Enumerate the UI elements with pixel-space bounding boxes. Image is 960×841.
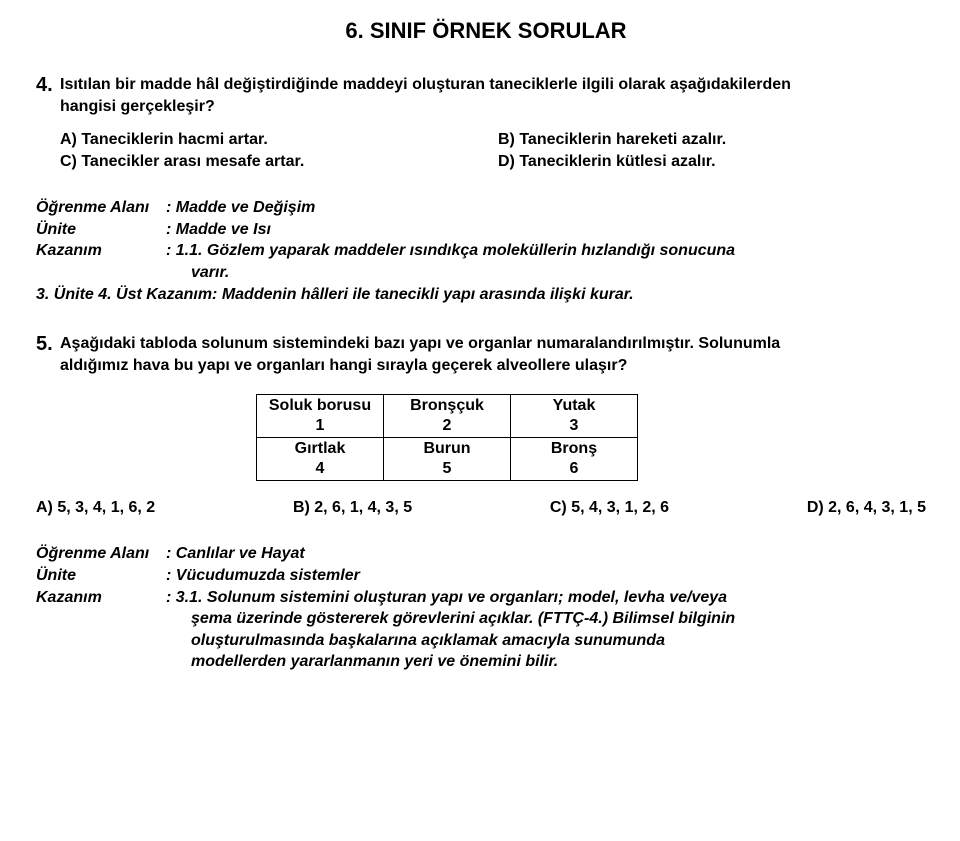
- meta1-alani-label: Öğrenme Alanı: [36, 197, 166, 219]
- q4-options: A) Taneciklerin hacmi artar. B) Tanecikl…: [60, 131, 936, 171]
- cell-num: 1: [316, 417, 325, 434]
- table-cell: Soluk borusu 1: [257, 395, 384, 438]
- q5-option-c: C) 5, 4, 3, 1, 2, 6: [550, 499, 669, 517]
- meta2-kazanim-l1: : 3.1. Solunum sistemini oluşturan yapı …: [166, 587, 727, 609]
- q5-text-line2: aldığımız hava bu yapı ve organları hang…: [60, 357, 627, 374]
- q4-text-line2: hangisi gerçekleşir?: [60, 98, 215, 115]
- meta-block-2: Öğrenme Alanı : Canlılar ve Hayat Ünite …: [36, 543, 936, 673]
- table-cell: Yutak 3: [511, 395, 638, 438]
- question-5: 5. Aşağıdaki tabloda solunum sistemindek…: [36, 333, 936, 517]
- table-cell: Burun 5: [384, 438, 511, 481]
- meta2-kazanim-l4: modellerden yararlanmanın yeri ve önemin…: [36, 651, 936, 673]
- page-title: 6. SINIF ÖRNEK SORULAR: [36, 18, 936, 44]
- table-cell: Gırtlak 4: [257, 438, 384, 481]
- meta1-unite-val: : Madde ve Isı: [166, 219, 271, 241]
- q4-text-line1: Isıtılan bir madde hâl değiştirdiğinde m…: [60, 76, 791, 93]
- cell-num: 6: [570, 460, 579, 477]
- meta2-alani-val: : Canlılar ve Hayat: [166, 543, 305, 565]
- q5-number: 5.: [36, 333, 60, 356]
- cell-num: 3: [570, 417, 579, 434]
- meta2-alani-label: Öğrenme Alanı: [36, 543, 166, 565]
- meta2-unite-label: Ünite: [36, 565, 166, 587]
- table-cell: Bronş 6: [511, 438, 638, 481]
- q5-table: Soluk borusu 1 Bronşçuk 2 Yutak 3 Gırtla…: [256, 394, 638, 481]
- meta2-kazanim-l3: oluşturulmasında başkalarına açıklamak a…: [36, 630, 936, 652]
- meta-block-1: Öğrenme Alanı : Madde ve Değişim Ünite :…: [36, 197, 936, 305]
- meta1-alani-val: : Madde ve Değişim: [166, 197, 315, 219]
- cell-num: 5: [443, 460, 452, 477]
- q4-option-d: D) Taneciklerin kütlesi azalır.: [498, 153, 936, 171]
- q4-option-a: A) Taneciklerin hacmi artar.: [60, 131, 498, 149]
- cell-label: Gırtlak: [295, 440, 346, 457]
- q4-option-b: B) Taneciklerin hareketi azalır.: [498, 131, 936, 149]
- table-cell: Bronşçuk 2: [384, 395, 511, 438]
- cell-label: Bronşçuk: [410, 397, 484, 414]
- q5-options: A) 5, 3, 4, 1, 6, 2 B) 2, 6, 1, 4, 3, 5 …: [36, 499, 936, 517]
- cell-label: Burun: [423, 440, 470, 457]
- q5-option-a: A) 5, 3, 4, 1, 6, 2: [36, 499, 155, 517]
- q5-option-d: D) 2, 6, 4, 3, 1, 5: [807, 499, 926, 517]
- q4-option-c: C) Tanecikler arası mesafe artar.: [60, 153, 498, 171]
- cell-num: 4: [316, 460, 325, 477]
- q5-table-wrap: Soluk borusu 1 Bronşçuk 2 Yutak 3 Gırtla…: [36, 394, 936, 481]
- q5-text-line1: Aşağıdaki tabloda solunum sistemindeki b…: [60, 335, 780, 352]
- meta1-unite-label: Ünite: [36, 219, 166, 241]
- q5-option-b: B) 2, 6, 1, 4, 3, 5: [293, 499, 412, 517]
- meta2-kazanim-l2: şema üzerinde göstererek görevlerini açı…: [36, 608, 936, 630]
- cell-label: Soluk borusu: [269, 397, 371, 414]
- cell-label: Yutak: [553, 397, 596, 414]
- meta2-unite-val: : Vücudumuzda sistemler: [166, 565, 360, 587]
- meta1-kazanim-label: Kazanım: [36, 240, 166, 262]
- meta2-kazanim-label: Kazanım: [36, 587, 166, 609]
- meta1-kazanim-l2: varır.: [36, 262, 936, 284]
- meta1-kazanim-l1: : 1.1. Gözlem yaparak maddeler ısındıkça…: [166, 240, 735, 262]
- q4-text: Isıtılan bir madde hâl değiştirdiğinde m…: [60, 74, 791, 117]
- q4-number: 4.: [36, 74, 60, 97]
- document-page: 6. SINIF ÖRNEK SORULAR 4. Isıtılan bir m…: [0, 0, 960, 697]
- cell-label: Bronş: [551, 440, 597, 457]
- meta1-extra: 3. Ünite 4. Üst Kazanım: Maddenin hâller…: [36, 284, 936, 306]
- question-4: 4. Isıtılan bir madde hâl değiştirdiğind…: [36, 74, 936, 171]
- q5-text: Aşağıdaki tabloda solunum sistemindeki b…: [60, 333, 780, 376]
- cell-num: 2: [443, 417, 452, 434]
